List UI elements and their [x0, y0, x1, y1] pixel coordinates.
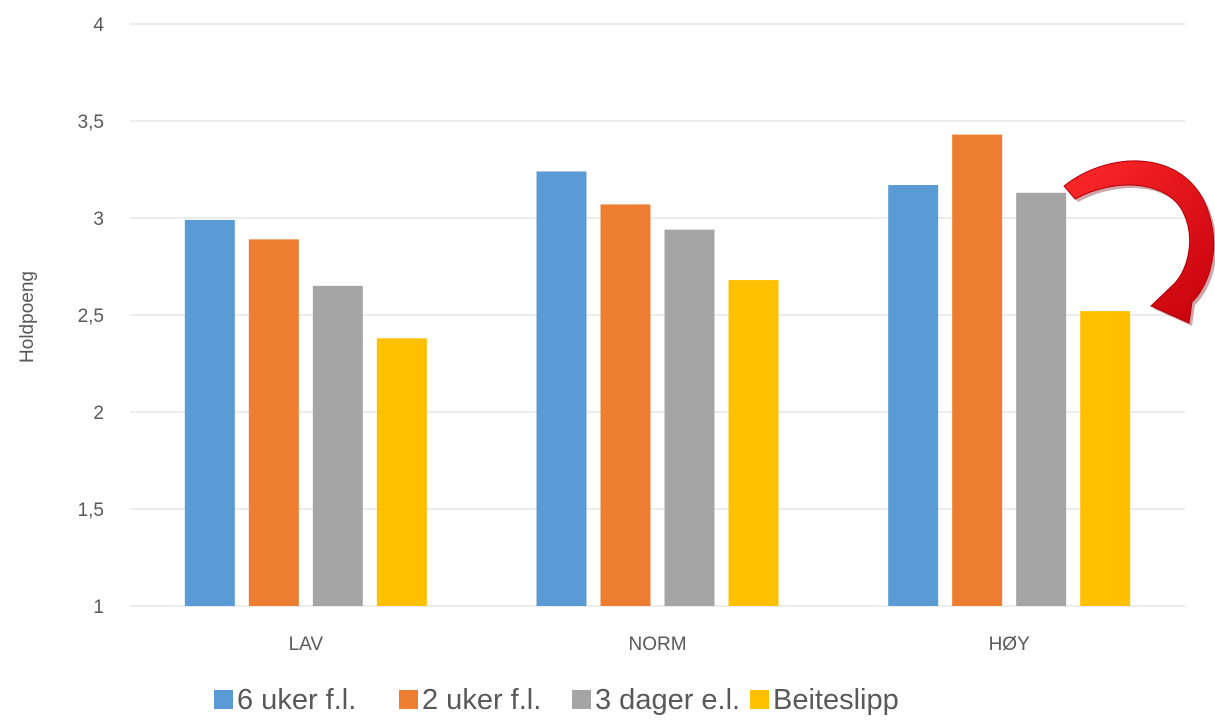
bar-norm-1 — [536, 171, 587, 606]
bar-høy-4 — [1080, 311, 1131, 606]
legend-label: 6 uker f.l. — [237, 684, 356, 716]
legend-swatch — [399, 690, 418, 709]
y-axis-title: Holdpoeng — [17, 271, 38, 363]
bar-høy-3 — [1016, 192, 1067, 606]
bar-norm-2 — [600, 204, 651, 607]
curved-arrow-annotation — [1063, 160, 1215, 326]
y-tick-label: 2,5 — [78, 306, 104, 327]
x-tick-label: LAV — [289, 634, 324, 655]
legend-label: 2 uker f.l. — [422, 684, 541, 716]
y-tick-label: 1,5 — [78, 500, 104, 521]
bar-lav-1 — [184, 219, 235, 606]
legend: 6 uker f.l. 2 uker f.l. 3 dager e.l. Beites… — [214, 684, 899, 716]
bar-lav-4 — [376, 338, 427, 606]
bar-lav-3 — [312, 285, 363, 606]
legend-swatch — [214, 690, 233, 709]
curved-arrow-icon — [1063, 160, 1215, 324]
y-tick-label: 2 — [93, 403, 104, 424]
x-axis-ticks: LAV NORM HØY — [289, 634, 1030, 655]
x-tick-label: HØY — [989, 634, 1031, 655]
legend-label: Beiteslipp — [773, 684, 899, 716]
y-axis-ticks: 1 1,5 2 2,5 3 3,5 4 — [78, 15, 105, 618]
bar-høy-1 — [888, 185, 939, 606]
bar-norm-4 — [728, 280, 779, 606]
y-tick-label: 4 — [93, 15, 104, 36]
bar-lav-2 — [248, 239, 299, 606]
y-tick-label: 3,5 — [78, 112, 104, 133]
legend-swatch — [572, 690, 591, 709]
bar-norm-3 — [664, 229, 715, 606]
legend-swatch — [750, 690, 769, 709]
x-tick-label: NORM — [628, 634, 686, 655]
y-tick-label: 1 — [93, 597, 104, 618]
y-tick-label: 3 — [93, 209, 104, 230]
legend-label: 3 dager e.l. — [595, 684, 740, 716]
gridlines — [130, 23, 1185, 607]
bar-høy-2 — [952, 134, 1003, 606]
bars — [184, 134, 1131, 607]
